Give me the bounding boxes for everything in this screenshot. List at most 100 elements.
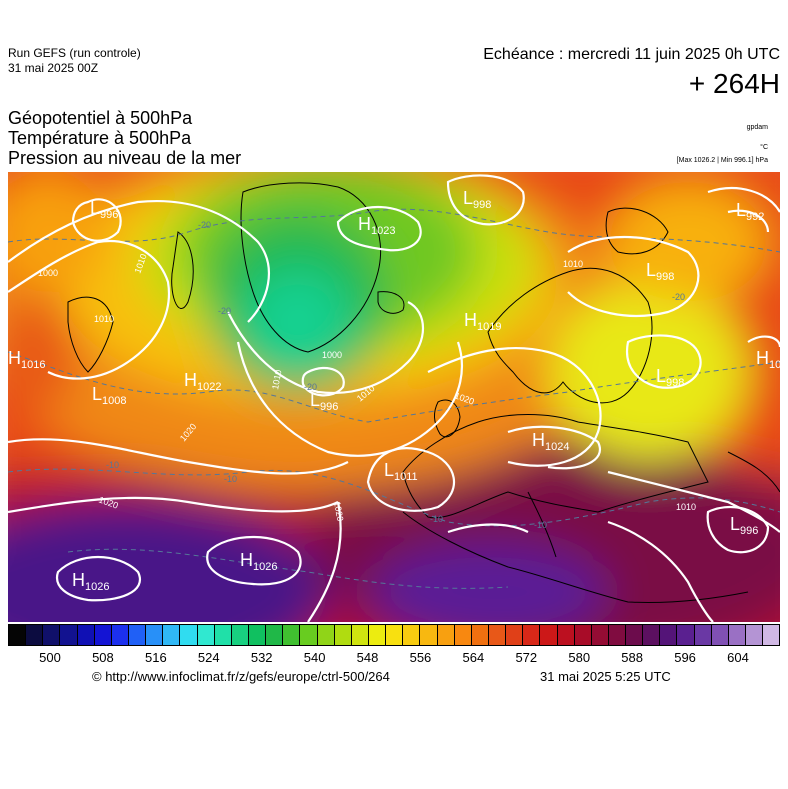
colorbar-tick-label: 588 bbox=[621, 650, 643, 665]
title-geopotential: Géopotentiel à 500hPa bbox=[8, 108, 193, 128]
colorbar-swatch bbox=[746, 625, 764, 645]
colorbar-swatch bbox=[626, 625, 644, 645]
coastlines bbox=[67, 182, 780, 604]
colorbar-swatch bbox=[711, 625, 729, 645]
colorbar-swatch bbox=[523, 625, 541, 645]
pressure-center: L998 bbox=[656, 366, 684, 389]
isotherm-label: -20 bbox=[218, 306, 231, 316]
colorbar-swatch bbox=[146, 625, 164, 645]
colorbar-swatch bbox=[180, 625, 198, 645]
colorbar-swatch bbox=[163, 625, 181, 645]
colorbar-swatch bbox=[248, 625, 267, 645]
colorbar-swatch bbox=[43, 625, 61, 645]
pressure-center: H1026 bbox=[72, 570, 109, 593]
colorbar-swatch bbox=[540, 625, 558, 645]
isotherm-label: -10 bbox=[224, 474, 237, 484]
pressure-center: L1011 bbox=[384, 460, 418, 483]
colorbar-tick-label: 524 bbox=[197, 650, 220, 665]
colorbar-swatch bbox=[574, 625, 592, 645]
isotherm-label: -20 bbox=[304, 382, 317, 392]
colorbar-tick-label: 572 bbox=[515, 650, 538, 665]
colorbar-swatch bbox=[334, 625, 352, 645]
isobar-label: 1010 bbox=[676, 502, 696, 512]
isotherm-label: -10 bbox=[106, 460, 119, 470]
title-pressure: Pression au niveau de la mer bbox=[8, 148, 242, 168]
pressure-centers: L996 H1023 L998 L992 L998 H1016 H1022 L1… bbox=[8, 188, 780, 593]
isobar-label: 1010 bbox=[270, 369, 283, 390]
colorbar-tick-label: 500 bbox=[39, 650, 61, 665]
isobar-label: 1010 bbox=[563, 259, 583, 269]
isobar-label: 1020 bbox=[332, 501, 345, 522]
colorbar-swatch bbox=[488, 625, 507, 645]
pressure-center: L996 bbox=[310, 390, 338, 413]
colorbar-tick-label: 516 bbox=[144, 650, 167, 665]
pressure-center: L992 bbox=[736, 200, 764, 223]
colorbar-swatch bbox=[300, 625, 318, 645]
lead-time: + 264H bbox=[688, 68, 780, 99]
pressure-center: L1008 bbox=[92, 384, 127, 407]
colorbar-ticks: 500 508 516 524 532 540 548 556 564 572 580 588 596 6… bbox=[8, 650, 780, 666]
colorbar-swatch bbox=[266, 625, 284, 645]
colorbar-swatch bbox=[677, 625, 695, 645]
colorbar-swatch bbox=[694, 625, 712, 645]
pressure-center: L998 bbox=[463, 188, 491, 211]
pressure-center: H1023 bbox=[358, 214, 395, 237]
isotherm-label: -20 bbox=[198, 220, 211, 230]
colorbar-swatch bbox=[111, 625, 129, 645]
colorbar-swatch bbox=[608, 625, 627, 645]
colorbar-swatch bbox=[454, 625, 472, 645]
colorbar-swatch bbox=[317, 625, 335, 645]
forecast-valid-time: Echéance : mercredi 11 juin 2025 0h UTC bbox=[483, 46, 780, 63]
colorbar-tick-label: 604 bbox=[727, 650, 749, 665]
isobar-label: 1000 bbox=[322, 350, 342, 360]
isobar-label: 1000 bbox=[38, 268, 58, 278]
colorbar-swatch bbox=[94, 625, 112, 645]
colorbar-swatch bbox=[214, 625, 232, 645]
colorbar-swatch bbox=[77, 625, 95, 645]
pressure-center: L996 bbox=[90, 198, 118, 221]
colorbar-tick-label: 532 bbox=[250, 650, 273, 665]
colorbar-swatch bbox=[231, 625, 249, 645]
colorbar-tick-label: 540 bbox=[303, 650, 326, 665]
credit-link[interactable]: © http://www.infoclimat.fr/z/gefs/europe… bbox=[92, 669, 390, 684]
pressure-center: L998 bbox=[646, 260, 674, 283]
unit-temperature: °C bbox=[760, 144, 768, 151]
colorbar-swatch bbox=[368, 625, 387, 645]
colorbar-swatch bbox=[9, 625, 27, 645]
colorbar-tick-label: 556 bbox=[409, 650, 432, 665]
colorbar-swatch bbox=[420, 625, 438, 645]
pressure-center: H1019 bbox=[464, 310, 501, 333]
colorbar-swatch bbox=[591, 625, 609, 645]
colorbar-swatch bbox=[557, 625, 575, 645]
colorbar-swatch bbox=[386, 625, 404, 645]
run-date: 31 mai 2025 00Z bbox=[8, 61, 99, 75]
colorbar-tick-label: 580 bbox=[568, 650, 591, 665]
pressure-center: L996 bbox=[730, 514, 758, 537]
colorbar-swatch bbox=[26, 625, 44, 645]
pressure-center: H1026 bbox=[240, 550, 277, 573]
isotherm-label: -10 bbox=[534, 520, 547, 530]
title-temperature: Température à 500hPa bbox=[8, 128, 192, 148]
run-name: Run GEFS (run controle) bbox=[8, 46, 141, 60]
generated-time: 31 mai 2025 5:25 UTC bbox=[540, 669, 671, 684]
colorbar-swatch bbox=[197, 625, 215, 645]
colorbar-swatch bbox=[60, 625, 78, 645]
unit-pressure-range: [Max 1026.2 | Min 996.1] hPa bbox=[676, 157, 768, 164]
colorbar-swatch bbox=[643, 625, 661, 645]
isotherm-labels: -20 -20 -20 -20 -10 -10 -10 -10 bbox=[106, 220, 685, 530]
colorbar-swatch bbox=[471, 625, 489, 645]
colorbar-swatch bbox=[128, 625, 147, 645]
colorbar-swatch bbox=[437, 625, 455, 645]
pressure-center: H1024 bbox=[532, 430, 569, 453]
isobar-label: 1010 bbox=[94, 314, 114, 324]
colorbar-swatch bbox=[403, 625, 421, 645]
pressure-center: H1022 bbox=[184, 370, 221, 393]
colorbar-swatch bbox=[728, 625, 747, 645]
isotherm-label: -10 bbox=[430, 514, 443, 524]
colorbar-tick-label: 564 bbox=[462, 650, 485, 665]
colorbar-swatch bbox=[506, 625, 524, 645]
unit-geopotential: gpdam bbox=[746, 124, 768, 131]
pressure-center: H1016 bbox=[8, 348, 45, 371]
colorbar-tick-label: 596 bbox=[674, 650, 696, 665]
isotherm-label: -20 bbox=[672, 292, 685, 302]
